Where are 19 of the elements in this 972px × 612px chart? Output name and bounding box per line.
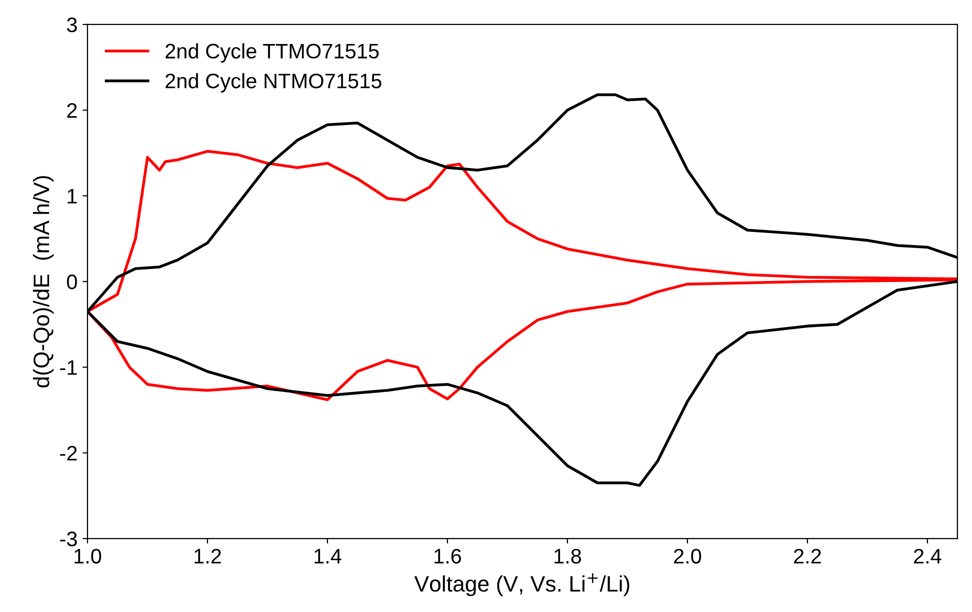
y-tick-label: 2 bbox=[67, 103, 77, 118]
y-tick-label: 3 bbox=[66, 17, 77, 32]
y-tick-label: -3 bbox=[60, 532, 77, 546]
y-axis-title: d(Q-Qo)/dE (mA h/V) bbox=[32, 176, 54, 388]
x-tick-label: 1.4 bbox=[314, 549, 342, 564]
y-tick-label: 0 bbox=[66, 274, 77, 290]
legend-label: 2nd Cycle TTMO71515 bbox=[166, 43, 379, 63]
legend-label: 2nd Cycle NTMO71515 bbox=[166, 73, 382, 92]
x-tick-label: 1.6 bbox=[434, 548, 462, 564]
y-tick-label: -1 bbox=[60, 360, 77, 375]
x-tick-label: 1.2 bbox=[194, 548, 221, 564]
x-axis-title: Voltage (V, Vs. Li$^{+}$/Li) bbox=[414, 573, 630, 596]
y-tick-label: 1 bbox=[68, 189, 77, 204]
x-tick-label: 2.4 bbox=[914, 548, 942, 564]
y-tick-label: -2 bbox=[60, 446, 77, 460]
x-tick-label: 1.8 bbox=[554, 548, 582, 564]
x-tick-label: 1.0 bbox=[74, 548, 102, 564]
x-tick-label: 2.2 bbox=[794, 548, 821, 564]
x-tick-label: 2.0 bbox=[674, 548, 702, 564]
